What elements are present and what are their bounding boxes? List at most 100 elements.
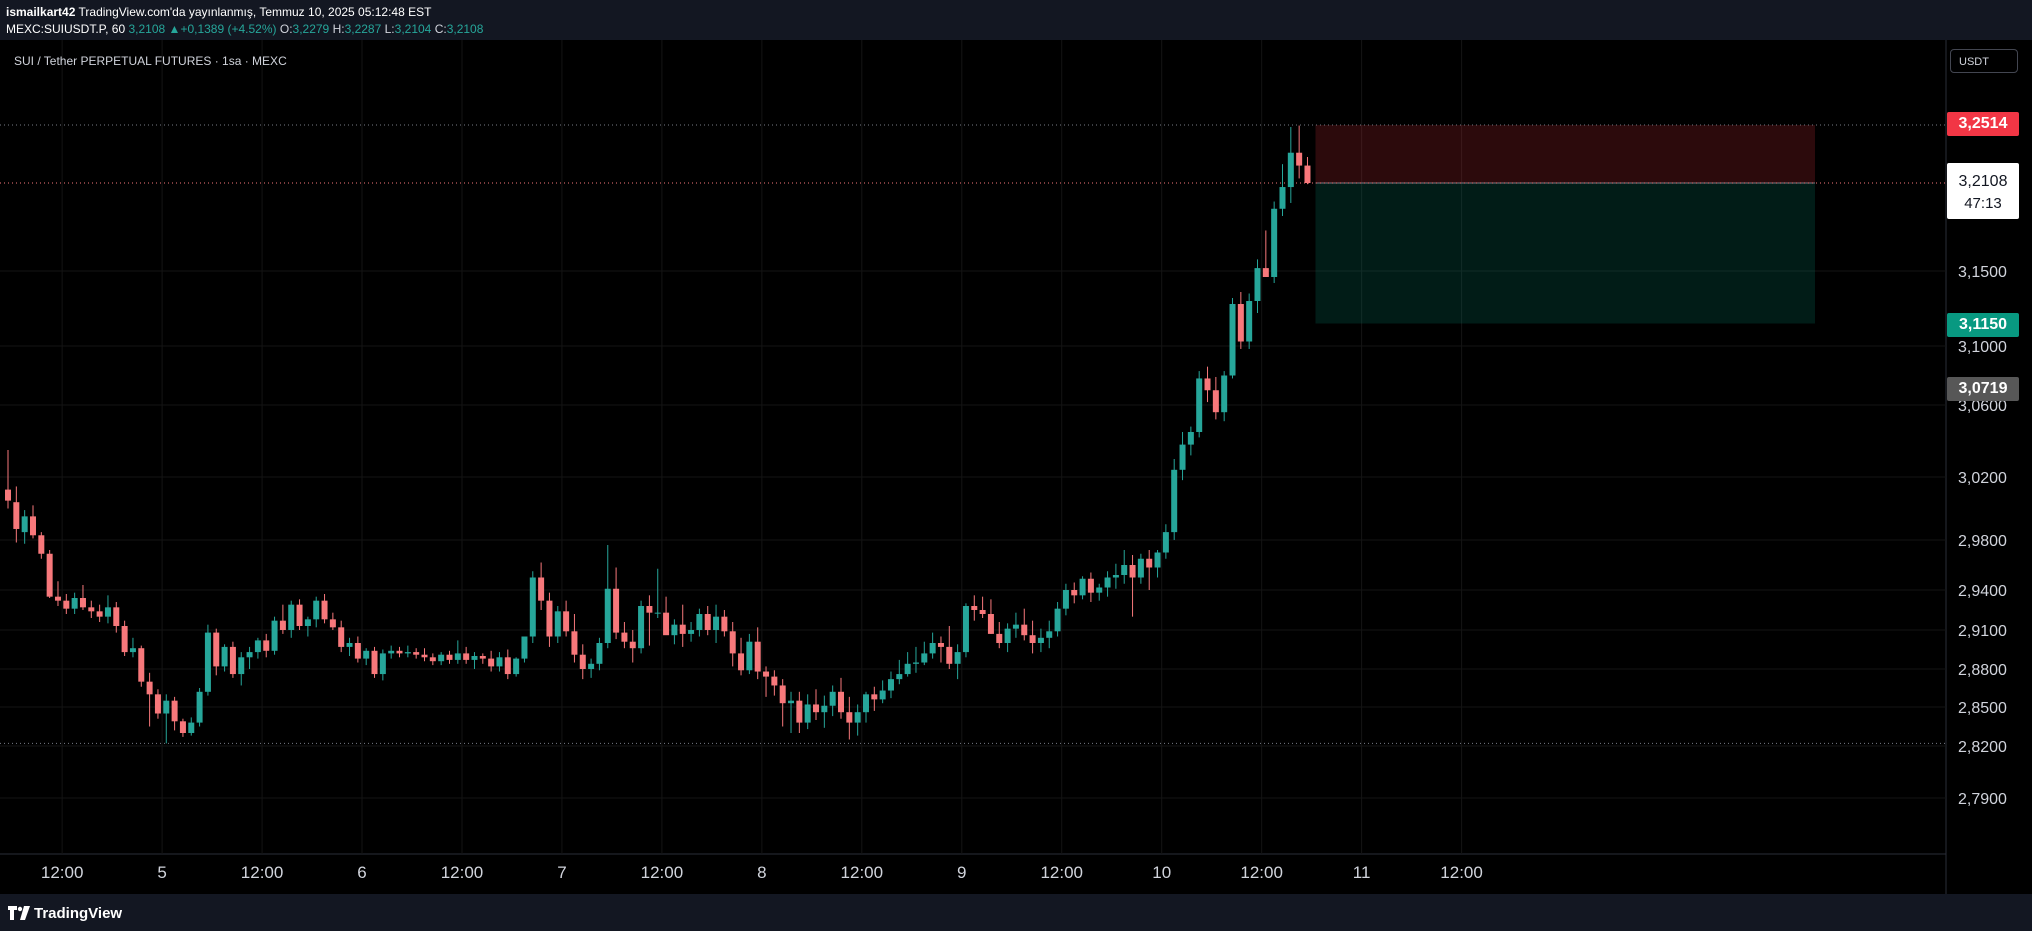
x-axis-tick-label: 10 — [1152, 863, 1171, 882]
header-bar: ismailkart42 TradingView.com'da yayınlan… — [0, 0, 2032, 40]
candle-body — [96, 611, 103, 617]
candle-body — [1104, 577, 1111, 588]
candle-body — [521, 636, 528, 659]
candle-body — [279, 620, 286, 630]
close-value: 3,2108 — [446, 22, 484, 36]
take-profit-zone — [1315, 183, 1815, 324]
candle-body — [313, 600, 320, 620]
candle-body — [254, 640, 261, 653]
candle-body — [371, 650, 378, 675]
tradingview-brand[interactable]: TradingView — [8, 904, 122, 922]
tradingview-logo-icon — [8, 906, 30, 920]
candle-body — [71, 598, 78, 609]
candle-body — [1246, 301, 1253, 342]
candle-body — [1071, 590, 1078, 596]
candle-body — [879, 690, 886, 700]
candle-body — [29, 516, 36, 536]
candle-body — [704, 614, 711, 630]
up-arrow-icon: ▲ — [168, 22, 181, 36]
candle-body — [346, 643, 353, 647]
candle-body — [1279, 187, 1286, 209]
x-axis-tick-label: 5 — [157, 863, 166, 882]
candle-body — [1196, 378, 1203, 432]
candle-body — [1229, 304, 1236, 376]
candle-body — [763, 671, 770, 677]
candle-body — [238, 657, 245, 675]
candle-body — [296, 604, 303, 626]
publish-info: ismailkart42 TradingView.com'da yayınlan… — [6, 5, 431, 19]
candle-body — [1204, 378, 1211, 391]
y-axis-tick-label: 2,7900 — [1958, 791, 2007, 808]
candle-body — [404, 652, 411, 654]
x-axis-tick-label: 7 — [557, 863, 566, 882]
candle-body — [54, 596, 61, 601]
candle-body — [1096, 587, 1103, 593]
candle-body — [504, 657, 511, 675]
candle-body — [679, 624, 686, 634]
x-axis-tick-label: 12:00 — [1440, 863, 1483, 882]
candle-body — [904, 663, 911, 675]
candle-body — [496, 657, 503, 667]
candle-body — [696, 614, 703, 630]
candle-body — [971, 606, 978, 610]
candle-body — [987, 614, 994, 634]
candle-body — [738, 653, 745, 671]
candle-body — [413, 652, 420, 655]
candle-body — [121, 626, 128, 653]
high-label: H: — [332, 22, 345, 36]
candle-body — [146, 681, 153, 695]
author-name[interactable]: ismailkart42 — [6, 5, 76, 19]
candle-body — [746, 641, 753, 671]
candle-body — [671, 624, 678, 636]
candle-body — [1146, 558, 1153, 568]
candle-body — [713, 616, 720, 630]
candle-body — [996, 633, 1003, 643]
candle-body — [304, 619, 311, 626]
candle-body — [929, 643, 936, 654]
candle-body — [471, 656, 478, 660]
y-axis-tick-label: 3,0600 — [1958, 398, 2007, 415]
candle-body — [1037, 637, 1044, 643]
candle-body — [754, 641, 761, 672]
candle-body — [154, 694, 161, 714]
candle-body — [113, 607, 120, 626]
candle-body — [538, 577, 545, 601]
x-axis-tick-label: 12:00 — [41, 863, 84, 882]
candle-body — [588, 663, 595, 669]
open-value: 3,2279 — [292, 22, 330, 36]
candle-body — [421, 654, 428, 658]
candle-body — [1304, 165, 1311, 183]
candle-body — [13, 502, 20, 529]
candle-body — [887, 679, 894, 691]
y-axis-tick-label: 2,8500 — [1958, 700, 2007, 717]
candle-body — [1021, 624, 1028, 636]
candle-body — [529, 577, 536, 637]
candle-body — [188, 722, 195, 733]
candle-body — [921, 653, 928, 663]
bar-countdown: 47:13 — [1964, 195, 2002, 212]
x-axis-tick-label: 12:00 — [241, 863, 284, 882]
candle-body — [954, 652, 961, 664]
chart-area[interactable]: 2,7900 2,8200 2,8500 2,8800 2,9100 2,9400 2,98… — [0, 40, 2032, 894]
candle-body — [454, 653, 461, 660]
y-axis-tick-label: 3,1500 — [1958, 264, 2007, 281]
price-chart[interactable]: 2,7900 2,8200 2,8500 2,8800 2,9100 2,9400 2,98… — [0, 40, 2032, 894]
candle-body — [771, 676, 778, 686]
candle-body — [263, 640, 270, 651]
y-axis-tick-label: 2,8200 — [1958, 739, 2007, 756]
candle-body — [171, 700, 178, 722]
x-axis-tick-label: 9 — [957, 863, 966, 882]
candle-body — [654, 612, 661, 614]
candle-body — [79, 598, 86, 608]
tradingview-brand-text: TradingView — [34, 904, 123, 922]
candle-body — [1162, 532, 1169, 553]
current-price-tag: 3,2108 47:13 — [1947, 163, 2019, 219]
last-price: 3,2108 — [128, 22, 166, 36]
currency-button[interactable]: USDT — [1950, 49, 2018, 73]
candle-body — [579, 654, 586, 669]
candle-body — [1079, 578, 1086, 596]
candle-body — [1271, 208, 1278, 277]
candle-body — [1154, 552, 1161, 568]
candle-body — [1254, 268, 1261, 301]
candle-body — [663, 612, 670, 636]
